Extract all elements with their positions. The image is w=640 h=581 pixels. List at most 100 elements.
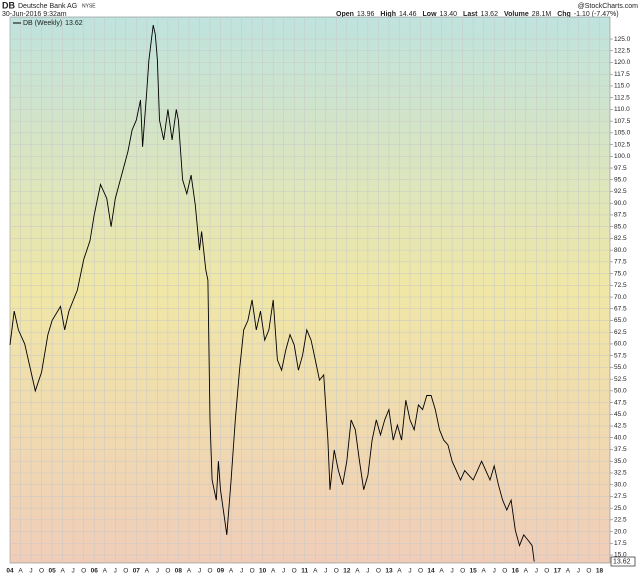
quote-label: Open	[336, 11, 354, 18]
y-tick-label: 27.5	[614, 493, 627, 500]
y-tick-label: 97.5	[614, 165, 627, 172]
x-tick-label: J	[282, 568, 285, 575]
legend-text: DB (Weekly) 13.62	[23, 20, 83, 27]
y-tick-label: 92.5	[614, 188, 627, 195]
y-tick-label: 65.0	[614, 317, 627, 324]
x-tick-label: 17	[554, 568, 562, 575]
y-tick-label: 85.0	[614, 223, 627, 230]
symbol: DB	[2, 0, 15, 10]
x-tick-label: J	[493, 568, 496, 575]
x-tick-label: O	[586, 568, 591, 575]
y-tick-label: 72.5	[614, 282, 627, 289]
x-tick-label: A	[439, 568, 444, 575]
x-tick-label: O	[165, 568, 170, 575]
y-tick-label: 60.0	[614, 341, 627, 348]
x-tick-label: 13	[385, 568, 393, 575]
x-tick-label: O	[250, 568, 255, 575]
quote: Open 13.96 High 14.46 Low 13.40 Last 13.62 Volum…	[336, 11, 619, 18]
x-tick-label: A	[271, 568, 276, 575]
x-tick-label: 08	[175, 568, 183, 575]
y-tick-label: 62.5	[614, 329, 627, 336]
y-tick-label: 105.0	[614, 130, 631, 137]
x-tick-label: A	[524, 568, 529, 575]
y-tick-label: 57.5	[614, 352, 627, 359]
y-tick-label: 37.5	[614, 446, 627, 453]
grid: 15.0 17.5 20.0 22.5 25.0 27.5 30.0 32.5 35.0 37.5…	[6, 17, 631, 575]
y-tick-label: 100.0	[614, 153, 631, 160]
x-tick-label: O	[418, 568, 423, 575]
x-tick-label: J	[114, 568, 117, 575]
quote-text: Open 13.96 High 14.46 Low 13.40 Last 13.62 Volum…	[336, 11, 619, 18]
x-tick-label: A	[187, 568, 192, 575]
x-tick-label: A	[397, 568, 402, 575]
quote-value: 13.62	[480, 11, 498, 18]
quote-value: 13.96	[357, 11, 375, 18]
y-tick-label: 47.5	[614, 399, 627, 406]
y-tick-label: 125.0	[614, 36, 631, 43]
y-tick-label: 117.5	[614, 71, 630, 78]
x-tick-label: 10	[259, 568, 267, 575]
x-tick-label: A	[18, 568, 23, 575]
y-tick-label: 42.5	[614, 423, 627, 430]
quote-label: Volume	[504, 11, 529, 18]
y-tick-label: 122.5	[614, 47, 631, 54]
y-tick-label: 82.5	[614, 235, 627, 242]
x-tick-label: A	[566, 568, 571, 575]
x-tick-label: A	[145, 568, 150, 575]
legend-name: DB (Weekly)	[23, 20, 62, 27]
x-tick-label: 15	[470, 568, 478, 575]
x-tick-label: O	[207, 568, 212, 575]
y-tick-label: 55.0	[614, 364, 627, 371]
x-tick-label: J	[72, 568, 75, 575]
x-tick-label: 12	[343, 568, 351, 575]
y-tick-label: 115.0	[614, 83, 630, 90]
date: 30-Jun-2016 9:32am	[2, 11, 67, 18]
x-tick-label: O	[460, 568, 465, 575]
quote-label: Chg	[557, 11, 571, 18]
y-tick-label: 52.5	[614, 376, 627, 383]
x-tick-label: O	[292, 568, 297, 575]
y-tick-label: 32.5	[614, 470, 627, 477]
legend-last: 13.62	[65, 20, 83, 27]
y-tick-label: 50.0	[614, 388, 627, 395]
quote-value: -1.10 (-7.47%)	[574, 11, 619, 18]
x-tick-label: 07	[133, 568, 141, 575]
x-tick-label: J	[324, 568, 327, 575]
plot-area	[9, 16, 611, 564]
y-tick-label: 77.5	[614, 259, 627, 266]
x-tick-label: J	[29, 568, 32, 575]
source: @StockCharts.com	[578, 3, 639, 10]
quote-label: High	[380, 11, 396, 18]
x-tick-label: A	[60, 568, 65, 575]
y-tick-label: 35.0	[614, 458, 627, 465]
x-tick-label: O	[376, 568, 381, 575]
quote-label: Last	[463, 11, 478, 18]
y-tick-label: 112.5	[614, 94, 630, 101]
x-tick-label: J	[366, 568, 369, 575]
y-tick-label: 102.5	[614, 141, 631, 148]
quote-value: 28.1M	[532, 11, 552, 18]
x-tick-label: O	[81, 568, 86, 575]
x-tick-label: A	[355, 568, 360, 575]
y-tick-label: 30.0	[614, 481, 627, 488]
y-tick-label: 17.5	[614, 540, 627, 547]
y-tick-label: 40.0	[614, 434, 627, 441]
x-tick-label: J	[535, 568, 538, 575]
x-tick-label: J	[240, 568, 243, 575]
x-tick-label: 06	[91, 568, 99, 575]
x-tick-label: J	[577, 568, 580, 575]
exchange: NYSE	[82, 3, 96, 9]
x-tick-label: 16	[512, 568, 520, 575]
x-tick-label: A	[313, 568, 318, 575]
price-line	[9, 24, 535, 562]
y-tick-label: 90.0	[614, 200, 627, 207]
y-tick-label: 15.0	[614, 552, 627, 559]
y-tick-label: 110.0	[614, 106, 630, 113]
y-tick-label: 20.0	[614, 528, 627, 535]
x-tick-label: J	[408, 568, 411, 575]
x-tick-label: A	[482, 568, 487, 575]
x-tick-label: O	[502, 568, 507, 575]
x-tick-label: O	[123, 568, 128, 575]
